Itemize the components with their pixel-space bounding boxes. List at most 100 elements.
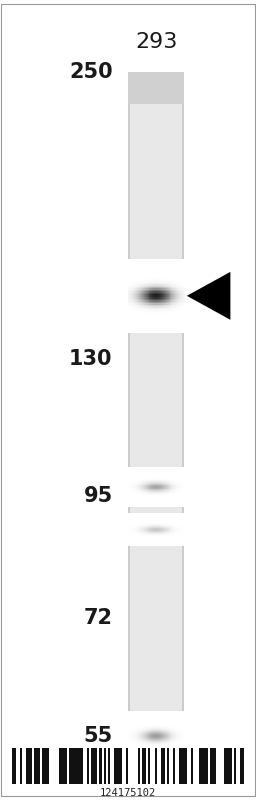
Bar [161,471,162,472]
Bar [160,731,161,732]
Bar [156,281,157,282]
Bar [131,492,132,493]
Bar [164,291,165,293]
Bar [140,261,141,262]
Bar [163,724,164,725]
Bar [137,737,138,738]
Bar [150,491,151,492]
Bar [162,468,163,469]
Bar [170,478,172,479]
Bar [158,274,159,275]
Bar [141,502,142,503]
Bar [134,731,135,732]
Bar [135,296,136,298]
Bar [175,478,176,479]
Bar [150,314,151,315]
Bar [155,277,156,278]
Bar [167,303,168,305]
Bar [180,298,181,300]
Bar [146,750,147,751]
Bar [175,318,176,319]
Bar [172,479,173,480]
Bar [175,473,176,474]
Bar [132,478,133,479]
Bar [136,278,137,280]
Bar [156,473,157,474]
Bar [182,733,183,734]
Bar [178,718,179,719]
Bar [163,757,164,758]
Bar [162,286,163,287]
Bar [146,318,147,319]
Bar [139,290,140,291]
Bar [151,755,152,757]
Bar [180,503,181,504]
Bar [131,745,132,746]
Bar [147,261,148,262]
Bar [140,298,141,300]
Bar [172,481,173,482]
Bar [160,266,161,268]
Bar [130,326,131,328]
Bar [132,315,133,317]
Bar [162,757,163,758]
Bar [164,468,165,469]
Bar [174,714,175,715]
Bar [154,259,155,261]
Bar [144,306,145,307]
Bar [182,281,183,282]
Bar [175,471,176,472]
Bar [174,274,175,275]
Bar [166,289,167,290]
Bar [148,330,150,331]
Bar [151,265,152,266]
Bar [138,500,139,501]
Bar [152,736,153,737]
Bar [141,741,142,742]
Bar [169,290,170,291]
Bar [163,310,164,312]
Bar [142,759,143,760]
Bar [158,475,159,477]
Bar [144,724,145,725]
Bar [147,737,148,738]
Bar [129,302,130,303]
Bar [159,319,160,321]
Bar [167,483,168,484]
Bar [177,284,178,286]
Bar [181,324,182,326]
Bar [170,746,172,748]
Bar [158,472,159,473]
Bar [182,732,183,733]
Bar [177,271,178,272]
Bar [154,289,155,290]
Bar [156,741,157,742]
Bar [184,729,185,730]
Bar [143,290,144,291]
Bar [148,321,150,322]
Bar [130,321,131,322]
Bar [165,289,166,290]
Bar [160,727,161,728]
Bar [136,723,137,724]
Bar [154,712,155,714]
Bar [173,291,174,293]
Bar [154,307,155,309]
Bar [134,738,135,740]
Bar [134,475,135,477]
Bar [168,737,169,738]
Bar [143,275,144,277]
Bar [147,725,148,726]
Bar [173,467,174,468]
Bar [146,266,147,268]
Bar [176,298,177,300]
Bar [167,318,168,319]
Bar [174,261,175,262]
Bar [140,284,141,286]
Bar [147,491,148,492]
Bar [145,490,146,491]
Bar [130,721,131,722]
Bar [165,483,166,484]
Bar [143,271,144,272]
Bar [142,720,143,721]
